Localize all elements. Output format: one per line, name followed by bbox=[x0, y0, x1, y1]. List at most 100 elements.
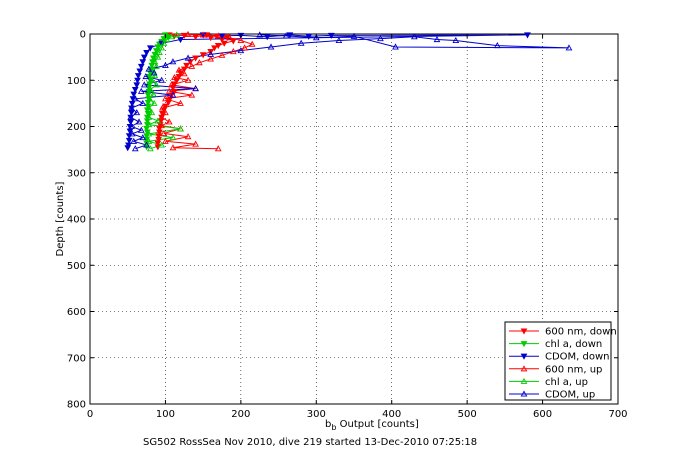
data-point-cdom-down bbox=[177, 37, 184, 44]
data-point-cdom-down bbox=[128, 110, 135, 117]
y-tick-label: 300 bbox=[67, 168, 86, 179]
data-point-chl-a-down bbox=[144, 92, 152, 99]
series-markers bbox=[124, 30, 573, 152]
data-point-chl-a-up bbox=[145, 130, 153, 137]
data-point-cdom-down bbox=[218, 33, 226, 40]
data-point-cdom-up bbox=[133, 109, 141, 116]
data-point-cdom-down bbox=[305, 33, 313, 40]
data-point-cdom-up bbox=[312, 34, 320, 41]
data-point-600-nm-up bbox=[199, 31, 207, 38]
x-tick-label: 500 bbox=[458, 409, 477, 420]
legend-marker-cdom-up bbox=[520, 390, 528, 397]
x-tick-label: 0 bbox=[87, 409, 93, 420]
data-point-cdom-up bbox=[452, 36, 460, 44]
data-point-chl-a-up bbox=[168, 33, 175, 40]
data-point-600-nm-up bbox=[175, 66, 183, 73]
data-point-chl-a-up bbox=[146, 145, 154, 152]
data-point-chl-a-up bbox=[154, 117, 162, 124]
data-point-cdom-up bbox=[127, 113, 135, 120]
data-point-600-nm-down bbox=[207, 35, 215, 42]
data-point-cdom-up bbox=[137, 87, 145, 94]
data-point-cdom-up bbox=[162, 61, 169, 68]
data-point-chl-a-down bbox=[154, 44, 162, 51]
data-point-600-nm-up bbox=[214, 32, 222, 39]
data-point-600-nm-down bbox=[192, 55, 199, 62]
data-point-cdom-up bbox=[297, 39, 305, 46]
data-point-cdom-up bbox=[137, 126, 145, 133]
y-axis-ticks: 0 100 200 300 400 500 600 700 800 bbox=[67, 30, 618, 411]
y-tick-label: 100 bbox=[67, 76, 86, 87]
data-point-cdom-up bbox=[377, 35, 384, 42]
data-point-cdom-up bbox=[282, 32, 290, 39]
data-point-cdom-down bbox=[133, 82, 141, 89]
data-point-600-nm-up bbox=[160, 129, 168, 136]
legend-marker-cdom-down bbox=[520, 353, 528, 360]
data-point-600-nm-up bbox=[169, 144, 177, 151]
data-point-cdom-up bbox=[150, 69, 158, 76]
data-point-600-nm-up bbox=[241, 44, 248, 51]
data-point-cdom-up bbox=[128, 122, 135, 130]
data-point-600-nm-down bbox=[171, 88, 178, 95]
y-tick-label: 700 bbox=[67, 353, 86, 364]
data-point-cdom-up bbox=[131, 95, 139, 102]
data-point-600-nm-down bbox=[166, 96, 174, 103]
y-tick-label: 0 bbox=[80, 30, 86, 41]
data-point-cdom-up bbox=[493, 42, 501, 49]
data-point-600-nm-up bbox=[162, 95, 169, 102]
y-tick-label: 800 bbox=[67, 400, 86, 411]
series-line-600-nm-up bbox=[160, 34, 254, 150]
data-point-cdom-up bbox=[158, 76, 166, 83]
figure-caption: SG502 RossSea Nov 2010, dive 219 started… bbox=[143, 437, 477, 448]
data-point-chl-a-down bbox=[151, 51, 159, 58]
data-point-600-nm-up bbox=[158, 113, 166, 120]
data-point-600-nm-up bbox=[158, 122, 166, 129]
legend-box bbox=[504, 321, 612, 401]
data-point-cdom-up bbox=[335, 36, 343, 44]
data-point-600-nm-down bbox=[211, 45, 218, 52]
data-point-cdom-down bbox=[134, 73, 142, 80]
data-point-cdom-down bbox=[137, 63, 145, 70]
data-point-600-nm-up bbox=[229, 48, 237, 55]
data-point-cdom-up bbox=[169, 91, 177, 98]
data-point-chl-a-down bbox=[144, 99, 152, 106]
legend-marker-600-nm-up bbox=[520, 365, 528, 372]
data-point-cdom-up bbox=[143, 141, 150, 148]
y-axis-label: Depth [counts] bbox=[55, 181, 66, 256]
data-point-cdom-down bbox=[134, 77, 141, 84]
x-axis-label-rest: Output [counts] bbox=[336, 419, 418, 430]
data-point-600-nm-up bbox=[177, 99, 184, 106]
data-point-600-nm-down bbox=[220, 40, 228, 47]
data-point-600-nm-up bbox=[171, 73, 178, 81]
legend-marker-chl-a-up bbox=[520, 377, 528, 384]
data-point-600-nm-down bbox=[199, 52, 207, 59]
data-point-cdom-down bbox=[136, 68, 144, 75]
data-point-cdom-up bbox=[128, 130, 136, 137]
data-point-cdom-down bbox=[125, 137, 133, 144]
data-point-chl-a-down bbox=[153, 48, 160, 55]
data-point-chl-a-up bbox=[169, 134, 177, 141]
data-point-600-nm-down bbox=[156, 129, 163, 136]
data-point-chl-a-up bbox=[160, 39, 168, 46]
data-point-600-nm-up bbox=[188, 91, 196, 98]
data-point-600-nm-up bbox=[237, 36, 245, 44]
data-point-600-nm-up bbox=[162, 137, 169, 144]
y-tick-label: 400 bbox=[67, 215, 86, 226]
data-point-600-nm-up bbox=[162, 109, 169, 116]
legend-marker-600-nm-down bbox=[520, 328, 528, 335]
data-point-cdom-up bbox=[140, 81, 148, 88]
data-point-chl-a-up bbox=[153, 81, 160, 88]
data-point-cdom-down bbox=[124, 145, 132, 152]
data-point-600-nm-up bbox=[184, 76, 192, 83]
data-point-chl-a-up bbox=[158, 44, 166, 51]
data-point-600-nm-up bbox=[248, 40, 256, 47]
data-point-600-nm-up bbox=[168, 81, 175, 88]
data-point-cdom-up bbox=[410, 33, 418, 40]
data-point-chl-a-up bbox=[146, 95, 153, 102]
x-axis-label-sub: b bbox=[331, 423, 336, 432]
legend-label-chl-a-up: chl a, up bbox=[545, 377, 588, 388]
data-point-cdom-up bbox=[256, 31, 264, 38]
data-point-600-nm-down bbox=[154, 140, 162, 147]
data-point-chl-a-down bbox=[146, 74, 153, 81]
data-point-chl-a-up bbox=[145, 104, 153, 111]
